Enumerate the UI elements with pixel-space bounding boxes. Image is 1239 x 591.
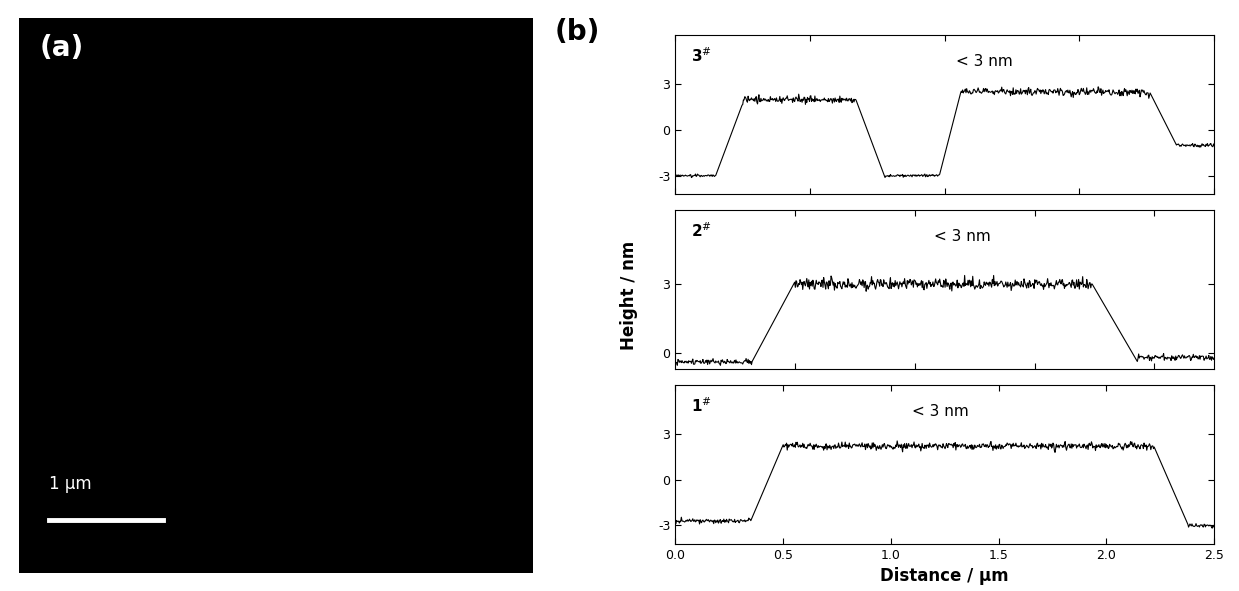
Text: < 3 nm: < 3 nm	[912, 404, 969, 420]
Text: 1$^\#$: 1$^\#$	[691, 397, 712, 415]
Text: 1 μm: 1 μm	[50, 475, 92, 493]
Text: (b): (b)	[555, 18, 601, 46]
X-axis label: Distance / μm: Distance / μm	[881, 567, 1009, 585]
Text: < 3 nm: < 3 nm	[934, 229, 991, 245]
Text: 3$^\#$: 3$^\#$	[691, 47, 712, 65]
Text: (a): (a)	[40, 34, 83, 63]
Text: 2$^\#$: 2$^\#$	[691, 222, 712, 240]
Text: < 3 nm: < 3 nm	[955, 54, 1012, 70]
Text: Height / nm: Height / nm	[621, 241, 638, 350]
